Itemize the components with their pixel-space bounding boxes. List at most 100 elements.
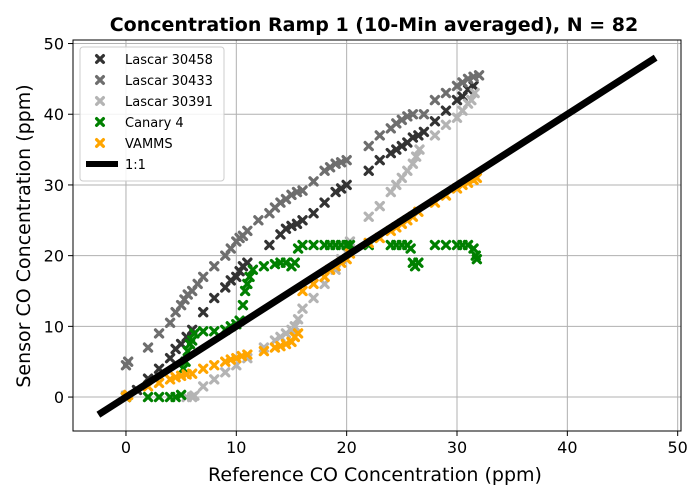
data-point: [292, 314, 304, 325]
data-point: [189, 390, 200, 401]
legend-item: Lascar 30458: [95, 53, 213, 68]
data-point: [153, 328, 165, 339]
data-point: [363, 211, 374, 222]
data-point: [429, 130, 441, 141]
data-point: [164, 352, 176, 364]
data-point: [297, 303, 308, 314]
legend-label: Canary 4: [125, 116, 184, 131]
data-point: [308, 208, 319, 219]
data-point: [258, 345, 270, 357]
data-point: [414, 144, 425, 155]
data-point: [469, 87, 480, 99]
data-point: [209, 261, 220, 272]
data-point: [418, 109, 430, 120]
x-tick-label: 50: [668, 438, 688, 457]
data-point: [153, 391, 165, 403]
data-point: [244, 271, 255, 283]
data-point: [374, 154, 385, 166]
data-point: [297, 215, 308, 226]
data-point: [209, 326, 220, 337]
data-point: [341, 154, 352, 166]
axis-ticks: 0 10 20 30 40 50 0 10 20 30 40 50: [44, 35, 688, 457]
legend-label: Lascar 30458: [125, 53, 213, 68]
data-point: [344, 239, 356, 251]
data-point: [286, 189, 297, 201]
legend-marker: [95, 138, 105, 148]
data-point: [292, 328, 304, 339]
legend-label: VAMMS: [125, 137, 173, 152]
chart-title: Concentration Ramp 1 (10-Min averaged), …: [110, 14, 639, 36]
legend-item: 1:1: [86, 158, 146, 173]
x-axis-label: Reference CO Concentration (ppm): [208, 464, 542, 486]
x-tick-label: 0: [121, 438, 131, 457]
data-point: [440, 239, 452, 251]
data-point: [209, 292, 220, 304]
legend-item: Lascar 30433: [95, 74, 213, 89]
data-point: [440, 87, 452, 99]
data-point: [405, 243, 416, 254]
data-point: [198, 326, 209, 337]
legend-item: Canary 4: [95, 116, 184, 131]
data-point: [189, 328, 200, 339]
data-point: [319, 278, 330, 290]
data-point: [258, 261, 270, 272]
data-point: [471, 253, 483, 265]
legend-marker: [95, 75, 105, 85]
data-point: [209, 360, 220, 371]
data-point: [220, 367, 231, 378]
legend-box: [79, 46, 225, 182]
y-tick-label: 10: [44, 317, 64, 336]
x-tick-label: 40: [557, 438, 577, 457]
series-canary-4: [120, 239, 483, 403]
data-point: [175, 299, 187, 311]
data-point: [407, 158, 419, 169]
data-point: [237, 299, 249, 311]
legend-label: Lascar 30391: [125, 95, 213, 110]
data-point: [164, 317, 176, 329]
y-tick-label: 20: [44, 247, 64, 266]
data-point: [363, 140, 374, 152]
data-point: [175, 389, 187, 401]
legend-marker: [95, 117, 105, 127]
data-point: [473, 70, 485, 81]
data-point: [242, 225, 253, 237]
data-point: [186, 368, 198, 379]
data-point: [319, 197, 330, 208]
data-point: [429, 116, 441, 127]
series-lascar-30433: [120, 70, 485, 371]
legend-item: Lascar 30391: [95, 95, 213, 110]
data-point: [297, 239, 308, 251]
data-point: [374, 200, 385, 212]
data-point: [418, 126, 430, 138]
data-point: [363, 165, 374, 177]
data-point: [308, 239, 319, 251]
series-line-1-to-1: [96, 54, 658, 418]
data-point: [341, 179, 352, 191]
legend-label: Lascar 30433: [125, 74, 213, 89]
data-point: [209, 374, 220, 385]
data-point: [247, 264, 259, 275]
data-point: [407, 109, 419, 120]
legend-item: VAMMS: [95, 137, 173, 152]
data-point: [253, 215, 264, 226]
legend-marker: [95, 96, 105, 106]
data-point: [142, 342, 154, 353]
plot-area: [96, 54, 658, 418]
data-point: [429, 94, 441, 106]
data-point: [198, 363, 209, 374]
data-point: [280, 223, 292, 234]
data-point: [198, 307, 209, 318]
legend: Lascar 30458 Lascar 30433 Lascar 30391 Cana…: [79, 46, 225, 182]
data-point: [289, 321, 300, 332]
data-point: [429, 239, 441, 251]
data-point: [198, 271, 209, 283]
data-point: [440, 105, 452, 116]
x-tick-label: 30: [447, 438, 467, 457]
data-point: [374, 130, 385, 141]
data-point: [231, 271, 242, 283]
plot-frame: [72, 39, 682, 432]
data-point: [122, 356, 134, 367]
data-point: [289, 257, 300, 268]
data-point: [297, 185, 308, 196]
